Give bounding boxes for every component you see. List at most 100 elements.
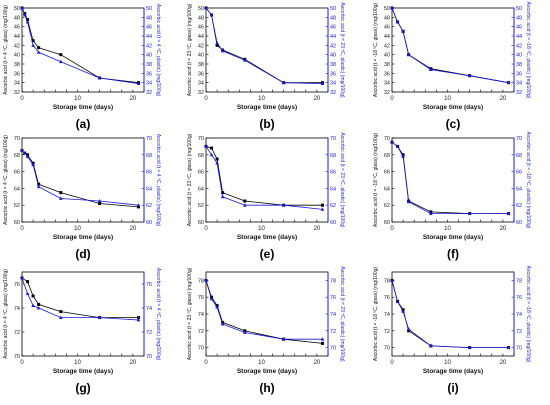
data-point-glass [37, 302, 41, 306]
y-tick-label-left: 46 [198, 25, 204, 31]
data-point-plastic [320, 337, 325, 341]
y-tick-label-right: 70 [516, 346, 522, 352]
y-tick-label-left: 64 [384, 186, 390, 192]
x-tick-label: 20 [314, 360, 321, 366]
data-point-glass [320, 203, 324, 207]
data-point-plastic [59, 315, 63, 319]
y-tick-label-right: 48 [146, 15, 152, 21]
data-point-plastic [25, 20, 30, 24]
y-tick-label-right: 46 [330, 25, 336, 31]
data-point-plastic [506, 345, 511, 349]
data-point-plastic [395, 20, 400, 24]
y-tick-label-right: 34 [330, 81, 336, 87]
y-tick-label-right: 60 [146, 220, 152, 226]
data-point-plastic [59, 196, 63, 200]
x-tick-label: 10 [258, 226, 265, 232]
y-tick-label-left: 64 [14, 186, 20, 192]
panel-label: (b) [259, 117, 274, 131]
data-point-plastic [243, 330, 247, 334]
y-tick-label-left: 44 [14, 34, 20, 40]
series-line-glass [205, 280, 323, 344]
data-point-glass [210, 146, 214, 150]
y-tick-label-left: 62 [14, 203, 20, 209]
y-tick-label-left: 76 [14, 282, 20, 288]
x-tick-label: 20 [130, 226, 137, 232]
data-point-plastic [467, 211, 472, 215]
plot-frame [21, 137, 145, 223]
data-point-plastic [220, 322, 225, 326]
y-tick-label-right: 78 [516, 278, 522, 284]
y-axis-label-left: Ascorbic acid (t = -18 ºC, glass) (mg/10… [373, 3, 379, 98]
y-tick-label-right: 36 [146, 71, 152, 77]
series-line-plastic [205, 146, 323, 210]
x-axis-label: Storage time (days) [423, 368, 483, 375]
data-point-plastic [281, 203, 286, 207]
x-tick-label: 0 [20, 96, 24, 102]
data-point-plastic [395, 299, 400, 303]
y-tick-label-right: 70 [516, 136, 522, 142]
y-axis-label-left: Ascorbic acid (t = 4 ºC, glass) (mg/100g… [3, 135, 9, 225]
y-tick-label-right: 62 [516, 203, 522, 209]
y-tick-label-left: 60 [384, 220, 390, 226]
data-point-glass [320, 341, 324, 345]
y-tick-label-left: 48 [384, 15, 390, 21]
y-tick-label-right: 38 [516, 62, 522, 68]
y-tick-label-right: 44 [146, 34, 152, 40]
x-tick-label: 0 [204, 226, 208, 232]
y-tick-label-right: 66 [146, 170, 152, 176]
data-point-plastic [406, 327, 411, 331]
data-point-glass [221, 191, 225, 195]
x-axis-label: Storage time (days) [237, 234, 297, 241]
data-point-plastic [20, 6, 24, 10]
x-tick-label: 0 [204, 96, 208, 102]
data-point-plastic [220, 194, 225, 199]
y-tick-label-left: 32 [198, 90, 204, 96]
y-axis-label-left: Ascorbic acid (t = 23 ºC, glass) (mg/100… [187, 267, 193, 360]
data-point-glass [243, 199, 247, 203]
y-tick-label-right: 42 [146, 43, 152, 49]
chart-panel-3: 0 10 20 32 32 34 34 36 36 38 38 40 40 42 42 44 44 46 46 48 4… [373, 2, 531, 131]
y-tick-label-right: 70 [330, 136, 336, 142]
panel-label: (c) [446, 117, 461, 131]
data-point-plastic [281, 337, 286, 341]
data-point-plastic [215, 161, 219, 165]
data-point-plastic [204, 144, 208, 148]
x-axis-label: Storage time (days) [237, 104, 297, 111]
x-tick-label: 0 [20, 360, 24, 366]
data-point-plastic [506, 211, 511, 215]
y-tick-label-left: 74 [14, 306, 20, 312]
series-line-glass [391, 280, 509, 349]
y-tick-label-left: 66 [14, 170, 20, 176]
y-tick-label-left: 72 [384, 329, 390, 335]
data-point-plastic [467, 73, 472, 78]
data-point-plastic [429, 67, 433, 71]
x-tick-label: 0 [204, 360, 208, 366]
data-point-glass [59, 310, 63, 314]
y-tick-label-right: 36 [516, 71, 522, 77]
series-line-glass [21, 7, 139, 84]
series-line-plastic [21, 277, 139, 321]
y-tick-label-left: 38 [14, 62, 20, 68]
data-point-plastic [220, 48, 225, 53]
x-axis-label: Storage time (days) [423, 104, 483, 111]
y-tick-label-left: 62 [384, 203, 390, 209]
series-line-glass [205, 146, 323, 206]
data-point-plastic [31, 303, 35, 307]
panel-label: (h) [259, 381, 274, 395]
series-line-plastic [21, 7, 139, 84]
data-point-plastic [243, 58, 247, 62]
y-axis-label-right: Ascorbic acid (t = 23 ºC, plastic) (mg/1… [339, 132, 345, 227]
y-tick-label-right: 78 [330, 278, 336, 284]
x-axis-label: Storage time (days) [237, 368, 297, 375]
x-tick-label: 20 [500, 96, 507, 102]
y-tick-label-left: 68 [14, 153, 20, 159]
y-tick-label-left: 78 [198, 278, 204, 284]
data-point-plastic [136, 318, 141, 322]
y-tick-label-right: 72 [330, 329, 336, 335]
x-tick-label: 10 [74, 96, 81, 102]
y-tick-label-left: 68 [198, 153, 204, 159]
data-point-plastic [401, 29, 405, 33]
x-tick-label: 20 [314, 226, 321, 232]
data-point-glass [59, 191, 63, 195]
